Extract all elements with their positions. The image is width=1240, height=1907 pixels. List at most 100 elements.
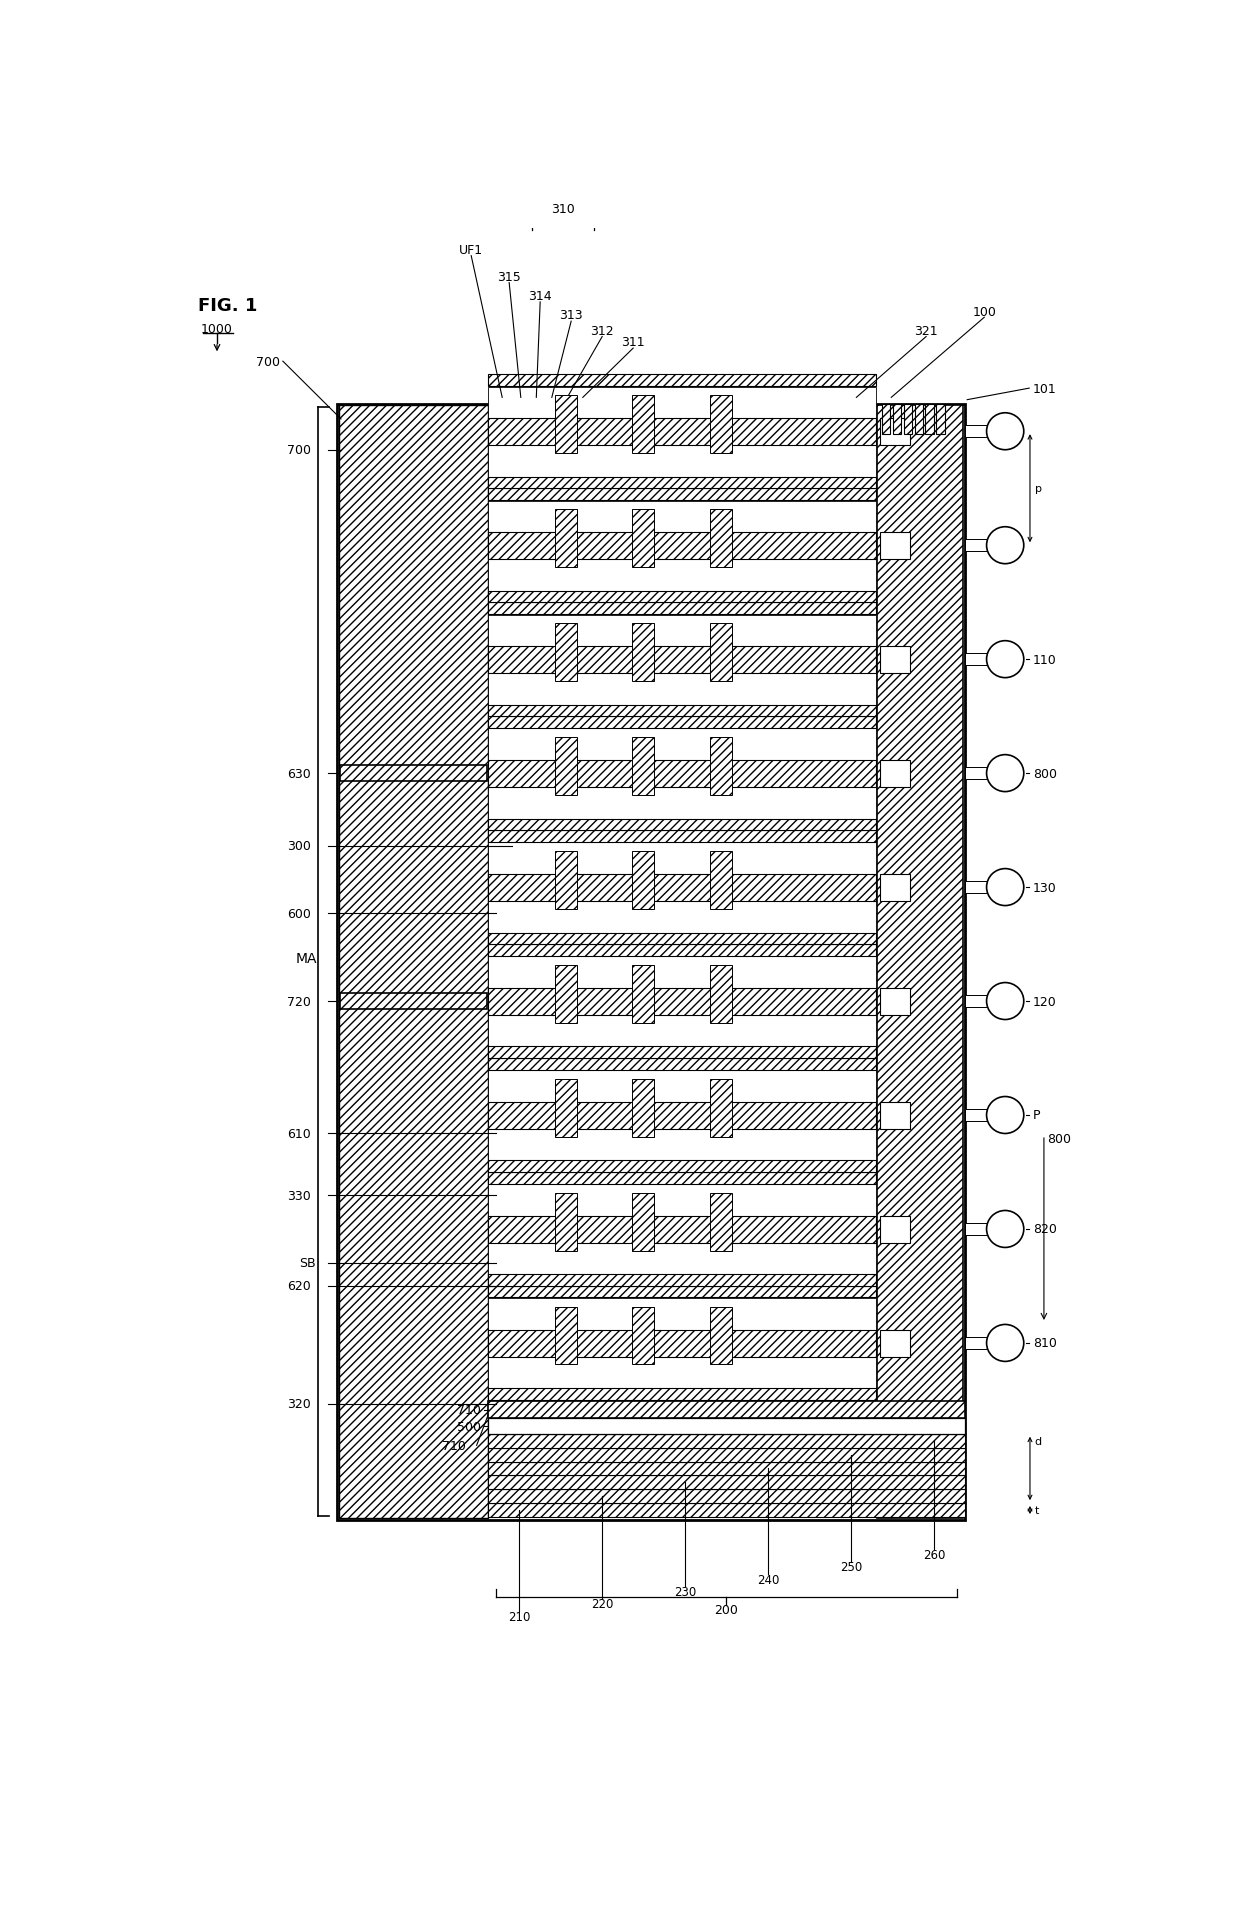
Bar (936, 404, 945, 435)
Bar (489, 1161, 875, 1173)
Text: 101: 101 (1033, 383, 1056, 395)
Bar (489, 1129, 875, 1161)
Text: 620: 620 (288, 1280, 311, 1293)
Bar (965, 881, 987, 894)
Bar (489, 420, 875, 446)
Bar (489, 1285, 875, 1299)
Text: 1000: 1000 (201, 322, 233, 336)
Ellipse shape (987, 982, 1024, 1020)
Text: 310: 310 (552, 204, 575, 215)
Bar (489, 387, 875, 420)
Bar (489, 1358, 875, 1388)
Bar (632, 1079, 655, 1137)
Bar (489, 1015, 875, 1047)
Text: 100: 100 (972, 305, 996, 318)
Text: UF1: UF1 (459, 244, 484, 257)
Bar (489, 477, 875, 488)
Bar (878, 406, 963, 1518)
Ellipse shape (987, 755, 1024, 791)
Bar (489, 1388, 875, 1400)
Bar (489, 706, 875, 717)
Bar (489, 616, 875, 646)
Bar (489, 1419, 965, 1434)
Text: 300: 300 (288, 839, 311, 852)
Text: 800: 800 (1033, 767, 1056, 780)
Bar (632, 397, 655, 454)
Text: 130: 130 (1033, 881, 1056, 894)
Bar (965, 540, 987, 551)
Bar (489, 1047, 875, 1058)
Bar (489, 1070, 875, 1102)
Bar (489, 944, 875, 955)
Text: 250: 250 (839, 1560, 862, 1573)
Bar (880, 875, 910, 902)
Bar (489, 1102, 875, 1129)
Ellipse shape (987, 414, 1024, 450)
Bar (556, 509, 577, 568)
Bar (880, 761, 910, 788)
Bar (489, 1173, 875, 1184)
Bar (880, 988, 910, 1015)
Text: 800: 800 (1047, 1133, 1071, 1144)
Bar (632, 851, 655, 910)
Text: 720: 720 (288, 995, 311, 1009)
Bar (489, 933, 875, 944)
Bar (709, 1306, 732, 1365)
Text: 311: 311 (621, 336, 645, 349)
Text: 700: 700 (255, 355, 280, 368)
Bar (489, 831, 875, 843)
Bar (709, 509, 732, 568)
Bar (489, 1476, 965, 1489)
Bar (709, 1194, 732, 1251)
Text: p: p (1034, 484, 1042, 494)
Bar (709, 965, 732, 1022)
Bar (632, 509, 655, 568)
Bar (489, 1217, 875, 1243)
Bar (880, 646, 910, 673)
Text: 312: 312 (590, 324, 614, 338)
Text: SB: SB (299, 1257, 315, 1270)
Bar (556, 1079, 577, 1137)
Bar (489, 446, 875, 477)
Bar (556, 624, 577, 681)
Bar (489, 591, 875, 603)
Bar (489, 728, 875, 761)
Text: 820: 820 (1033, 1222, 1056, 1236)
Bar (556, 1194, 577, 1251)
Bar (489, 988, 875, 1015)
Bar (489, 761, 875, 788)
Ellipse shape (987, 870, 1024, 906)
Text: FIG. 1: FIG. 1 (197, 297, 257, 315)
Bar (965, 1110, 987, 1121)
Bar (556, 851, 577, 910)
Bar (489, 1058, 875, 1070)
Bar (904, 404, 913, 435)
Text: 120: 120 (1033, 995, 1056, 1009)
Text: 710: 710 (456, 1404, 481, 1417)
Bar (880, 1217, 910, 1243)
Bar (632, 965, 655, 1022)
Bar (489, 1447, 965, 1463)
Text: 315: 315 (497, 271, 521, 284)
Bar (632, 738, 655, 795)
Bar (489, 1243, 875, 1274)
Text: P: P (1033, 1108, 1040, 1121)
Bar (489, 561, 875, 591)
Bar (339, 406, 489, 1518)
Bar (556, 1306, 577, 1365)
Bar (965, 425, 987, 439)
Bar (709, 397, 732, 454)
Bar (965, 1337, 987, 1350)
Bar (489, 673, 875, 706)
Bar (489, 646, 875, 673)
Bar (632, 1306, 655, 1365)
Bar (489, 376, 875, 387)
Bar (556, 965, 577, 1022)
Text: 600: 600 (288, 908, 311, 921)
Bar (709, 1079, 732, 1137)
Bar (489, 1503, 965, 1518)
Bar (489, 1402, 965, 1419)
Bar (880, 1102, 910, 1129)
Text: 313: 313 (559, 309, 583, 322)
Bar (893, 404, 901, 435)
